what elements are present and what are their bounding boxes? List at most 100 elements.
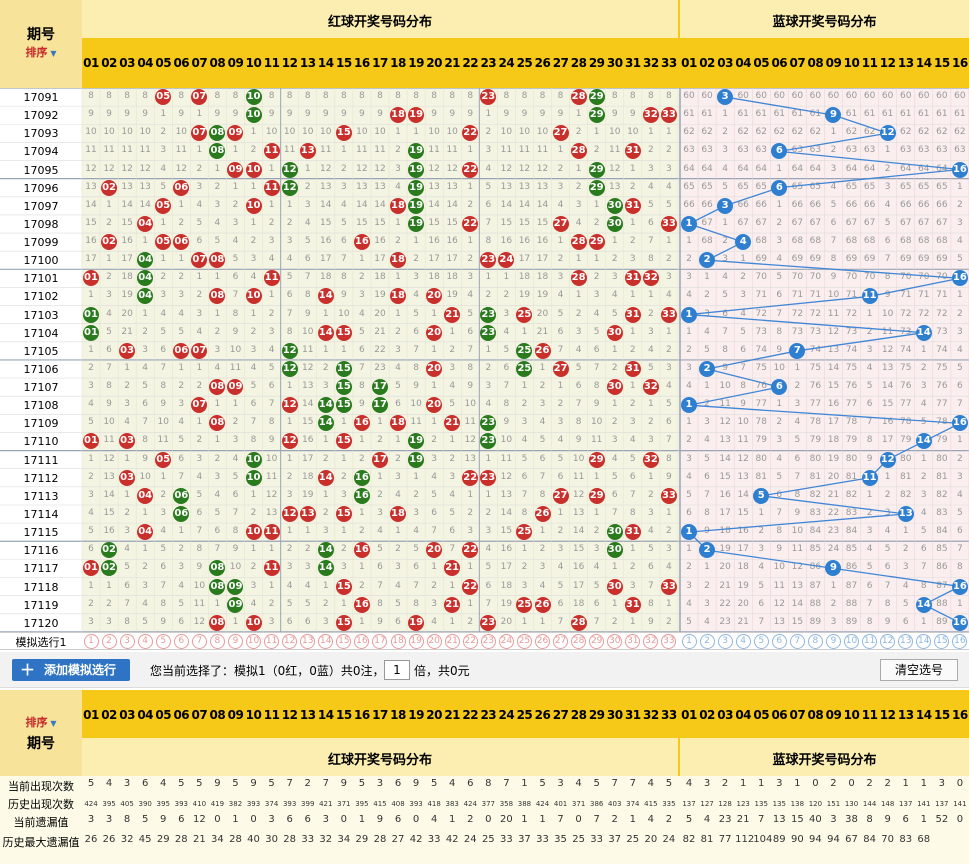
miss-value: 2 xyxy=(377,435,383,446)
miss-value: 12 xyxy=(719,417,731,428)
sim-red-ball[interactable]: 16 xyxy=(354,633,370,649)
miss-value: 3 xyxy=(593,290,600,301)
sim-red-ball[interactable]: 29 xyxy=(589,633,605,649)
sim-red-ball[interactable]: 4 xyxy=(137,633,153,649)
clear-button[interactable]: 清空选号 xyxy=(880,659,958,681)
sim-blue-ball[interactable]: 14 xyxy=(916,633,932,649)
sim-red-ball[interactable]: 21 xyxy=(444,633,460,649)
stat-history_count: 374 xyxy=(626,800,640,808)
miss-value: 14 xyxy=(374,199,386,210)
sim-red-ball[interactable]: 23 xyxy=(480,633,496,649)
sim-red-ball[interactable]: 9 xyxy=(227,633,243,649)
miss-value: 10 xyxy=(121,127,133,138)
miss-value: 1 xyxy=(178,362,185,373)
sim-red-ball[interactable]: 31 xyxy=(625,633,641,649)
miss-value: 76 xyxy=(755,381,767,392)
sim-blue-ball[interactable]: 12 xyxy=(880,633,896,649)
sim-red-ball[interactable]: 11 xyxy=(264,633,280,649)
miss-value: 73 xyxy=(936,326,948,337)
add-sim-button[interactable]: ＋ 添加模拟选行 xyxy=(12,659,130,681)
sort-button[interactable]: 排序 ▼ xyxy=(25,46,57,59)
sim-red-ball[interactable]: 13 xyxy=(300,633,316,649)
sim-blue-ball[interactable]: 3 xyxy=(717,633,733,649)
sim-blue-ball[interactable]: 11 xyxy=(862,633,878,649)
miss-value: 8 xyxy=(232,526,239,537)
red-number-15: 15 xyxy=(335,708,352,722)
sim-red-ball[interactable]: 14 xyxy=(318,633,334,649)
miss-value: 6 xyxy=(647,562,654,573)
sim-blue-ball[interactable]: 6 xyxy=(771,633,787,649)
red-ball: 31 xyxy=(624,306,641,323)
miss-value: 10 xyxy=(356,127,368,138)
miss-value: 17 xyxy=(301,453,314,464)
sim-red-ball[interactable]: 10 xyxy=(246,633,262,649)
sim-red-ball[interactable]: 22 xyxy=(462,633,478,649)
sim-red-ball[interactable]: 19 xyxy=(408,633,424,649)
sim-blue-ball[interactable]: 9 xyxy=(825,633,841,649)
miss-value: 9 xyxy=(740,399,747,410)
miss-value: 3 xyxy=(884,507,891,518)
sim-red-ball[interactable]: 3 xyxy=(119,633,135,649)
miss-value: 13 xyxy=(791,580,804,591)
miss-value: 5 xyxy=(575,362,582,373)
sim-red-ball[interactable]: 25 xyxy=(516,633,532,649)
miss-value: 8 xyxy=(286,91,293,101)
miss-value: 67 xyxy=(791,217,804,228)
sim-red-ball[interactable]: 8 xyxy=(209,633,225,649)
bottom-sort-button[interactable]: 排序 ▼ xyxy=(25,716,57,729)
sim-red-ball[interactable]: 5 xyxy=(155,633,171,649)
miss-value: 6 xyxy=(666,417,672,428)
stat-current_miss: 5 xyxy=(685,814,693,825)
red-ball: 30 xyxy=(606,524,623,541)
stat-max_miss: 33 xyxy=(500,834,513,845)
sim-red-ball[interactable]: 7 xyxy=(191,633,207,649)
sim-red-ball[interactable]: 30 xyxy=(607,633,623,649)
sim-blue-ball[interactable]: 13 xyxy=(898,633,914,649)
miss-value: 9 xyxy=(557,109,564,120)
miss-value: 3 xyxy=(88,381,94,392)
sim-red-ball[interactable]: 12 xyxy=(282,633,298,649)
red-ball: 12 xyxy=(281,505,298,522)
multiple-input[interactable]: 1 xyxy=(384,660,410,680)
miss-value: 72 xyxy=(791,308,804,319)
miss-value: 8 xyxy=(106,381,112,392)
sim-red-ball[interactable]: 20 xyxy=(426,633,442,649)
sim-red-ball[interactable]: 24 xyxy=(498,633,514,649)
sim-red-ball[interactable]: 17 xyxy=(372,633,388,649)
red-ball: 04 xyxy=(137,215,154,232)
miss-value: 1 xyxy=(178,254,185,265)
sim-red-ball[interactable]: 18 xyxy=(390,633,406,649)
sim-red-ball[interactable]: 32 xyxy=(643,633,659,649)
sim-blue-ball[interactable]: 15 xyxy=(934,633,950,649)
stat-current_count: 3 xyxy=(557,778,564,789)
miss-value: 5 xyxy=(830,199,837,210)
miss-value: 61 xyxy=(737,109,749,120)
sim-blue-ball[interactable]: 2 xyxy=(699,633,715,649)
sim-blue-ball[interactable]: 7 xyxy=(789,633,805,649)
miss-value: 2 xyxy=(485,507,492,518)
sim-red-ball[interactable]: 26 xyxy=(535,633,550,649)
miss-value: 8 xyxy=(142,91,149,101)
miss-value: 12 xyxy=(193,616,206,627)
miss-value: 78 xyxy=(845,417,858,428)
sim-red-ball[interactable]: 6 xyxy=(173,633,189,649)
sim-red-ball[interactable]: 2 xyxy=(101,633,117,649)
sim-red-ball[interactable]: 27 xyxy=(553,633,569,649)
miss-value: 4 xyxy=(124,417,130,428)
sim-red-ball[interactable]: 28 xyxy=(571,633,587,649)
sim-red-ball[interactable]: 33 xyxy=(661,633,677,649)
miss-value: 5 xyxy=(431,489,437,500)
miss-value: 4 xyxy=(957,489,963,500)
sim-blue-ball[interactable]: 16 xyxy=(952,633,968,649)
sim-blue-ball[interactable]: 5 xyxy=(753,633,769,649)
miss-value: 7 xyxy=(884,254,891,265)
sim-blue-ball[interactable]: 10 xyxy=(844,633,860,649)
sim-red-ball[interactable]: 1 xyxy=(83,633,99,649)
miss-value: 72 xyxy=(936,308,948,319)
stat-max_miss: 28 xyxy=(229,834,242,845)
miss-value: 10 xyxy=(536,127,549,138)
sim-blue-ball[interactable]: 4 xyxy=(735,633,751,649)
sim-blue-ball[interactable]: 8 xyxy=(807,633,823,649)
sim-red-ball[interactable]: 15 xyxy=(336,633,352,649)
sim-blue-ball[interactable]: 1 xyxy=(681,633,697,649)
